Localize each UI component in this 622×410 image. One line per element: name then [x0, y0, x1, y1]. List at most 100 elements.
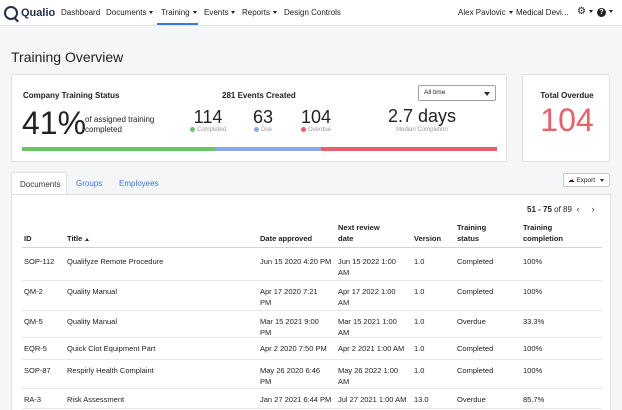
tab-employees[interactable]: Employees	[119, 179, 159, 188]
nav-training[interactable]: Training	[161, 8, 197, 17]
cell-title[interactable]: Respirly Health Complaint	[67, 366, 154, 375]
col-header-next-review[interactable]: Next review date	[338, 222, 380, 244]
cell-title[interactable]: Qualifyze Remote Procedure	[67, 257, 164, 266]
overdue-stat: 104 Overdue	[298, 107, 334, 133]
cell-version: 1.0	[414, 344, 425, 353]
cell-version: 1.0	[414, 366, 425, 375]
cell-approved-line1: May 26 2020 6:46	[260, 366, 321, 375]
prev-page-icon[interactable]: ‹	[576, 204, 580, 214]
median-value: 2.7 days	[387, 106, 457, 126]
nav-dashboard[interactable]: Dashboard	[61, 8, 101, 17]
table-row[interactable]: RA-3 Risk Assessment Jan 27 2021 6:44 PM Ju…	[22, 389, 602, 409]
tab-groups[interactable]: Groups	[76, 179, 103, 188]
export-button[interactable]: ☁ Export	[563, 173, 610, 187]
progress-completed-segment	[22, 147, 215, 151]
table-row[interactable]: EQR-5 Quick Clot Equipment Part Apr 2 2020…	[22, 338, 602, 360]
cell-id[interactable]: SOP-87	[24, 366, 51, 375]
median-label: Median Completion	[396, 127, 448, 133]
completed-stat: 114 Completed	[190, 107, 226, 133]
documents-table-panel: 51 - 75 of 89 ‹ › ID Title Date approved…	[11, 194, 611, 410]
col-header-training-status-line2: status	[457, 234, 480, 243]
cell-title[interactable]: Quality Manual	[67, 317, 118, 326]
overdue-dot-icon	[300, 127, 306, 132]
nav-events-label: Events	[204, 8, 229, 17]
pagination-total: of 89	[554, 205, 572, 214]
cell-id[interactable]: EQR-5	[24, 344, 47, 353]
cell-approved-line1: Mar 15 2021 9:00	[260, 317, 319, 326]
cell-completion: 100%	[523, 344, 543, 353]
chevron-down-icon	[599, 178, 604, 182]
cloud-download-icon: ☁	[568, 177, 575, 184]
nav-events[interactable]: Events	[204, 8, 236, 17]
chevron-down-icon	[231, 11, 236, 15]
help-menu[interactable]: ?	[597, 7, 613, 17]
cell-approved: Apr 17 2020 7:21 PM	[260, 286, 318, 308]
cell-approved: Jan 27 2021 6:44 PM	[260, 394, 331, 405]
page-title: Training Overview	[11, 49, 124, 65]
cell-review: Apr 17 2022 1:00 AM	[338, 286, 396, 308]
chevron-down-icon	[149, 11, 154, 15]
cell-id[interactable]: QM-5	[24, 317, 43, 326]
table-row[interactable]: QM-2 Quality Manual Apr 17 2020 7:21 PM Apr …	[22, 281, 602, 311]
chevron-down-icon	[484, 92, 490, 96]
cell-approved: Apr 2 2020 7:50 PM	[260, 343, 327, 354]
cell-title[interactable]: Risk Assessment	[67, 395, 125, 404]
cell-approved-line1: Apr 2 2020 7:50 PM	[260, 344, 327, 353]
table-row[interactable]: SOP-87 Respirly Health Complaint May 26 20…	[22, 360, 602, 389]
nav-reports[interactable]: Reports	[242, 8, 278, 17]
nav-documents[interactable]: Documents	[106, 8, 154, 17]
cell-id[interactable]: QM-2	[24, 287, 43, 296]
cell-review-line2: AM	[338, 298, 350, 307]
table-row[interactable]: QM-5 Quality Manual Mar 15 2021 9:00 PM Mar …	[22, 311, 602, 338]
user-name: Alex Pavlovic	[458, 8, 506, 17]
total-overdue-value: 104	[540, 102, 594, 138]
col-header-date-approved[interactable]: Date approved	[260, 234, 313, 243]
col-header-title[interactable]: Title	[67, 233, 90, 244]
cell-review-line2: AM	[338, 268, 350, 277]
tab-documents[interactable]: Documents	[11, 172, 67, 194]
table-row[interactable]: SOP-112 Qualifyze Remote Procedure Jun 15 …	[22, 251, 602, 281]
cell-status: Overdue	[457, 317, 486, 326]
logo-text: Qualio	[21, 7, 56, 19]
cell-review: Mar 15 2021 1:00 AM	[338, 316, 397, 338]
company-training-status-card: Company Training Status 281 Events Creat…	[11, 74, 507, 162]
chevron-down-icon	[273, 11, 278, 15]
cell-review-line2: AM	[338, 328, 350, 337]
user-menu[interactable]: Alex Pavlovic	[458, 8, 513, 17]
cell-id[interactable]: RA-3	[24, 395, 42, 404]
cell-review: May 26 2022 1:00 AM	[338, 365, 398, 387]
cell-id[interactable]: SOP-112	[24, 257, 55, 266]
col-header-id[interactable]: ID	[24, 234, 32, 243]
nav-training-label: Training	[161, 8, 190, 17]
cell-approved-line2: PM	[260, 298, 272, 307]
nav-design-controls[interactable]: Design Controls	[284, 8, 341, 17]
cell-approved-line2: PM	[260, 328, 272, 337]
time-range-select[interactable]: All time	[418, 85, 496, 101]
col-header-training-status[interactable]: Training status	[457, 222, 486, 244]
cell-title[interactable]: Quality Manual	[67, 287, 118, 296]
cell-review-line2: AM	[338, 377, 350, 386]
time-range-value: All time	[424, 89, 446, 96]
cell-title[interactable]: Quick Clot Equipment Part	[67, 344, 156, 353]
chevron-down-icon	[508, 11, 513, 15]
cell-version: 13.0	[414, 395, 429, 404]
qualio-logo[interactable]: Qualio	[4, 5, 55, 21]
col-header-training-completion-line1: Training	[523, 223, 553, 232]
median-completion: 2.7 days Median Completion	[382, 105, 462, 133]
cell-review: Jul 27 2021 1:00 AM	[338, 394, 406, 405]
cell-review-line1: Jun 15 2022 1:00	[338, 257, 396, 266]
next-page-icon[interactable]: ›	[591, 204, 595, 214]
org-menu[interactable]: Medical Devi...	[516, 8, 569, 17]
col-header-version[interactable]: Version	[414, 234, 442, 243]
qualio-logo-icon	[4, 6, 18, 20]
table-header-divider	[22, 247, 602, 248]
gear-icon: ⚙	[577, 6, 586, 17]
total-overdue-heading: Total Overdue	[540, 91, 594, 100]
export-label: Export	[576, 177, 596, 184]
cell-completion: 100%	[523, 257, 543, 266]
due-stat: 63 Due	[251, 107, 275, 133]
cell-completion: 85.7%	[523, 395, 545, 404]
settings-menu[interactable]: ⚙	[577, 6, 593, 17]
cell-review: Jun 15 2022 1:00 AM	[338, 256, 396, 278]
col-header-training-completion[interactable]: Training completion	[523, 222, 563, 244]
